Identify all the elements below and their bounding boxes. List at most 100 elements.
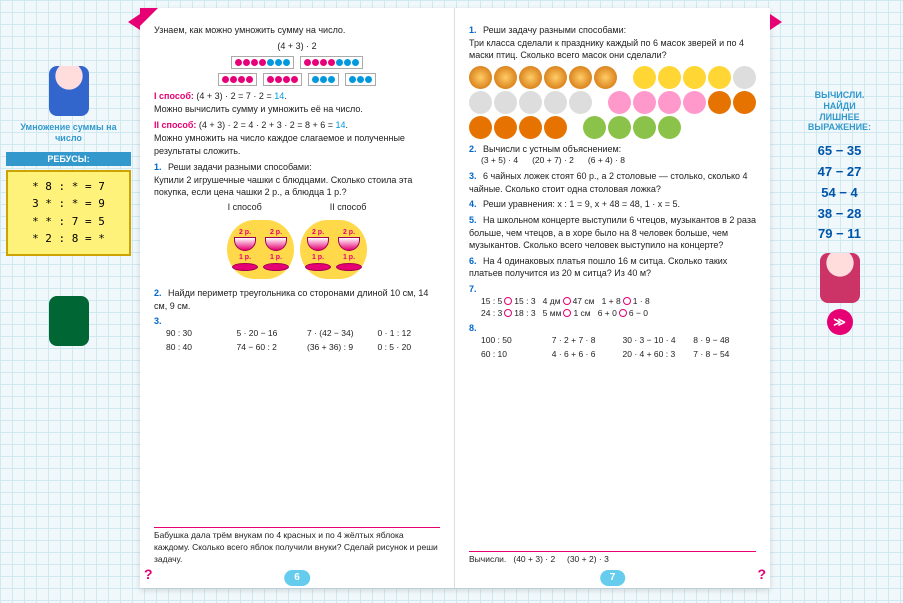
calc: 30 · 3 − 10 · 4: [623, 335, 686, 347]
footer-label: Вычисли.: [469, 554, 506, 564]
t1r-num: 1.: [469, 25, 477, 35]
calc-heading: ВЫЧИСЛИ. НАЙДИ ЛИШНЕЕ ВЫРАЖЕНИЕ:: [782, 90, 897, 133]
page-left: Узнаем, как можно умножить сумму на числ…: [140, 8, 455, 588]
method-2-eq: (4 + 3) · 2 = 4 · 2 + 3 · 2 = 8 + 6 =: [199, 120, 336, 130]
rebus-line: * 8 : * = 7: [12, 178, 125, 196]
method-1: I способ: (4 + 3) · 2 = 7 · 2 = 14. Можн…: [154, 90, 440, 115]
task-2-num: 2.: [154, 288, 162, 298]
task-3r: 3. 6 чайных ложек стоят 60 р., а 2 столо…: [469, 170, 756, 195]
arrow-left-icon: [128, 14, 140, 30]
sidebar-right: ВЫЧИСЛИ. НАЙДИ ЛИШНЕЕ ВЫРАЖЕНИЕ: 65 − 35…: [782, 90, 897, 341]
rebus-line: * * : 7 = 5: [12, 213, 125, 231]
teacher-illustration: [49, 296, 89, 346]
calc: 60 : 10: [481, 349, 544, 361]
method-1-text: Можно вычислить сумму и умножить её на ч…: [154, 103, 440, 116]
method-headers: I способ II способ: [154, 201, 440, 214]
calc: (36 + 36) : 9: [307, 342, 370, 354]
task-3-num: 3.: [154, 316, 162, 326]
expr: 54 − 4: [782, 183, 897, 204]
task-1-num: 1.: [154, 162, 162, 172]
calc: 20 · 4 + 60 : 3: [623, 349, 686, 361]
main-formula: (4 + 3) · 2: [154, 40, 440, 53]
expr: 47 − 27: [782, 162, 897, 183]
t3r-text: 6 чайных ложек стоят 60 р., а 2 столовые…: [469, 171, 748, 194]
intro-text: Узнаем, как можно умножить сумму на числ…: [154, 24, 440, 37]
t4r-text: Реши уравнения: x : 1 = 9, x + 48 = 48, …: [483, 199, 680, 209]
calc: 90 : 30: [166, 328, 229, 340]
eq: (3 + 5) · 4: [481, 155, 518, 167]
task-5r: 5. На школьном концерте выступили 6 чтец…: [469, 214, 756, 252]
rebus-line: 3 * : * = 9: [12, 195, 125, 213]
t7r-num: 7.: [469, 284, 477, 294]
t1r-text: Реши задачу разными способами: Три класс…: [469, 25, 744, 60]
rebus-line: * 2 : 8 = *: [12, 230, 125, 248]
task-2: 2. Найди периметр треугольника со сторон…: [154, 287, 440, 312]
footer-eq: (30 + 2) · 3: [567, 554, 609, 564]
footer-task: Бабушка дала трём внукам по 4 красных и …: [154, 527, 440, 566]
t8r-num: 8.: [469, 323, 477, 333]
t4r-num: 4.: [469, 199, 477, 209]
rebus-box: * 8 : * = 7 3 * : * = 9 * * : 7 = 5 * 2 …: [6, 170, 131, 256]
masks-illustration: [469, 66, 756, 139]
t5r-num: 5.: [469, 215, 477, 225]
task-1: 1. Реши задачи разными способами: Купили…: [154, 161, 440, 199]
method-1-label: I способ:: [154, 91, 194, 101]
cups-illustration: 2 р.2 р. 1 р.1 р. 2 р.2 р. 1 р.1 р.: [154, 216, 440, 284]
sidebar-left: Умножение суммы на число РЕБУСЫ: * 8 : *…: [6, 60, 131, 352]
calc: 74 − 60 : 2: [237, 342, 300, 354]
expression-list: 65 − 35 47 − 27 54 − 4 38 − 28 79 − 11: [782, 141, 897, 245]
calc: 4 · 6 + 6 · 6: [552, 349, 615, 361]
calc: 8 · 9 − 48: [693, 335, 756, 347]
task-4r: 4. Реши уравнения: x : 1 = 9, x + 48 = 4…: [469, 198, 756, 211]
footer-r: Вычисли. (40 + 3) · 2 (30 + 2) · 3: [469, 551, 756, 566]
book-spread: Узнаем, как можно умножить сумму на числ…: [140, 8, 770, 588]
method-1-eq: (4 + 3) · 2 = 7 · 2 =: [196, 91, 274, 101]
expr: 79 − 11: [782, 224, 897, 245]
t6r-num: 6.: [469, 256, 477, 266]
sposob-2: II способ: [330, 201, 367, 214]
task-2-text: Найди периметр треугольника со сторонами…: [154, 288, 428, 311]
task-6r: 6. На 4 одинаковых платья пошло 16 м сит…: [469, 255, 756, 280]
page-number: 7: [600, 570, 626, 586]
task-1-text: Реши задачи разными способами: Купили 2 …: [154, 162, 412, 197]
task-1r: 1. Реши задачу разными способами: Три кл…: [469, 24, 756, 62]
eq: (20 + 7) · 2: [532, 155, 574, 167]
method-1-ans: 14: [274, 91, 284, 101]
arrow-right-icon: [770, 14, 782, 30]
method-2-text: Можно умножить на число каждое слагаемое…: [154, 132, 440, 157]
task-7r: 7. 15 : 515 : 3 4 дм47 см 1 + 81 · 8 24 …: [469, 283, 756, 319]
eq: (6 + 4) · 8: [588, 155, 625, 167]
girl-illustration: [820, 253, 860, 303]
page-number: 6: [284, 570, 310, 586]
method-2-ans: 14: [335, 120, 345, 130]
t5r-text: На школьном концерте выступили 6 чтецов,…: [469, 215, 756, 250]
method-2: II способ: (4 + 3) · 2 = 4 · 2 + 3 · 2 =…: [154, 119, 440, 157]
footer-eq: (40 + 3) · 2: [513, 554, 555, 564]
t2r-text: Вычисли с устным объяснением:: [483, 144, 621, 154]
calc: 100 : 50: [481, 335, 544, 347]
page-right: 1. Реши задачу разными способами: Три кл…: [455, 8, 770, 588]
calc: 0 · 1 : 12: [378, 328, 441, 340]
calc: 80 : 40: [166, 342, 229, 354]
boy-illustration: [49, 66, 89, 116]
task-3: 3. 90 : 30 5 · 20 − 16 7 · (42 − 34) 0 ·…: [154, 315, 440, 353]
dot-diagram-1: [154, 56, 440, 69]
calc: 0 : 5 · 20: [378, 342, 441, 354]
task-8r: 8. 100 : 50 7 · 2 + 7 · 8 30 · 3 − 10 · …: [469, 322, 756, 360]
topic-title: Умножение суммы на число: [6, 122, 131, 144]
question-icon: ?: [757, 565, 766, 585]
t2r-num: 2.: [469, 144, 477, 154]
calc: 7 · (42 − 34): [307, 328, 370, 340]
t3r-num: 3.: [469, 171, 477, 181]
calc: 5 · 20 − 16: [237, 328, 300, 340]
rebus-label: РЕБУСЫ:: [6, 152, 131, 166]
next-button[interactable]: ≫: [827, 309, 853, 335]
calc: 7 · 2 + 7 · 8: [552, 335, 615, 347]
expr: 65 − 35: [782, 141, 897, 162]
task-2r: 2. Вычисли с устным объяснением: (3 + 5)…: [469, 143, 756, 167]
question-icon: ?: [144, 565, 153, 585]
method-2-label: II способ:: [154, 120, 196, 130]
t6r-text: На 4 одинаковых платья пошло 16 м ситца.…: [469, 256, 727, 279]
dot-diagram-2: [154, 73, 440, 86]
corner-decoration: [140, 8, 158, 26]
